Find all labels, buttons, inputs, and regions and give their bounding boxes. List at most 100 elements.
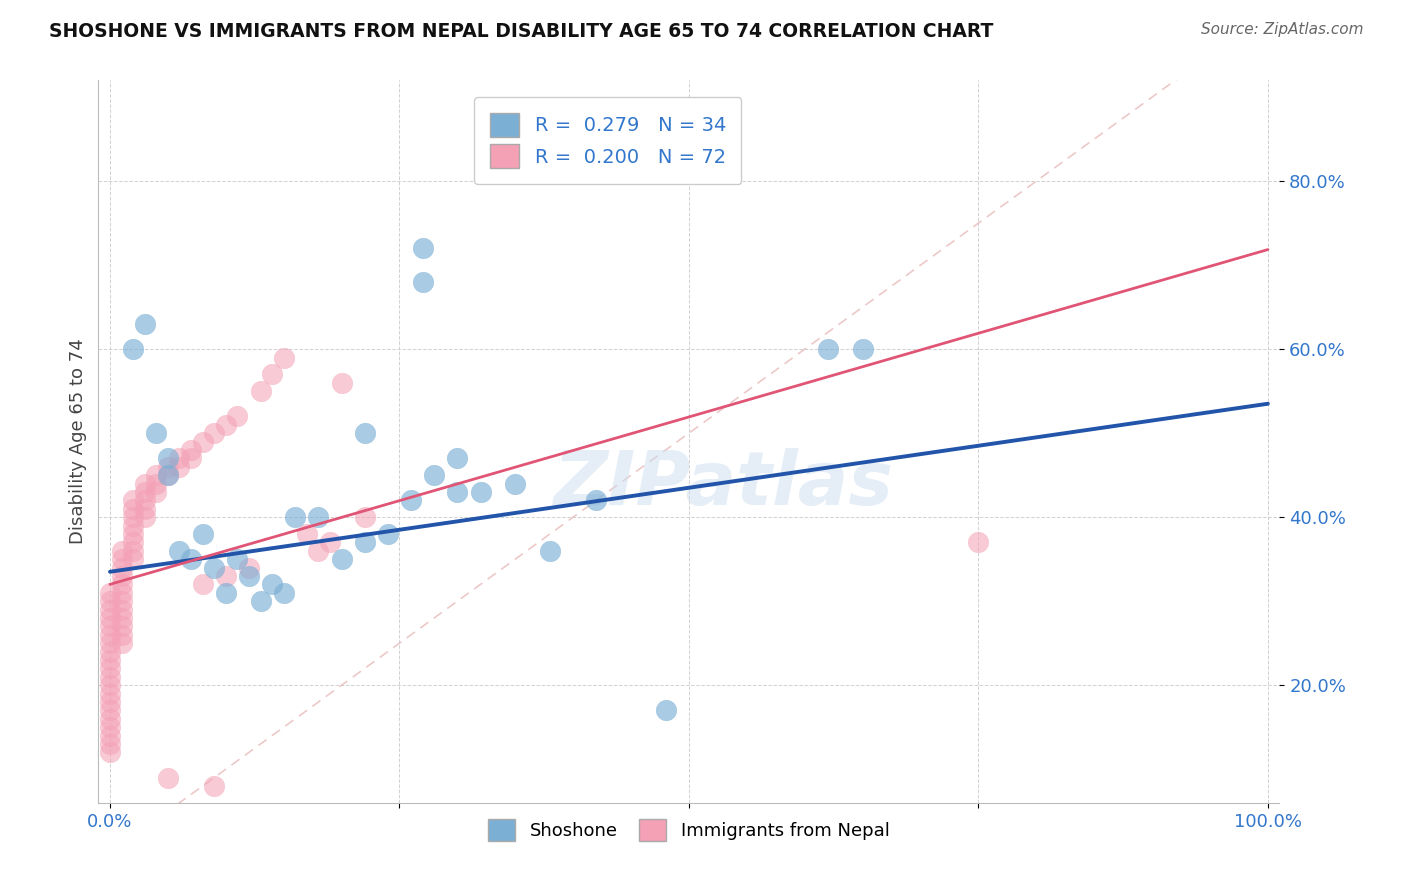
Point (122, 552, 145, 566)
Point (134, 485, 156, 500)
Point (98, 687, 121, 701)
Point (262, 368, 284, 382)
Point (262, 577, 284, 591)
Point (226, 409, 249, 424)
Point (169, 543, 191, 558)
Point (423, 468, 446, 483)
Point (156, 468, 179, 483)
Point (98, 611, 121, 625)
Point (98, 712, 121, 726)
Point (122, 527, 145, 541)
Text: Source: ZipAtlas.com: Source: ZipAtlas.com (1201, 22, 1364, 37)
Point (191, 577, 214, 591)
Point (273, 351, 295, 365)
Point (470, 485, 492, 500)
Point (110, 594, 132, 608)
Point (98, 628, 121, 642)
Point (585, 493, 607, 508)
Point (98, 678, 121, 692)
Point (145, 485, 167, 500)
Point (330, 552, 353, 566)
Point (98, 644, 121, 658)
Point (353, 535, 375, 549)
Point (98, 737, 121, 751)
Point (122, 510, 145, 524)
Point (134, 317, 156, 331)
Point (238, 560, 260, 574)
Point (98, 661, 121, 675)
Point (110, 560, 132, 574)
Point (98, 695, 121, 709)
Point (226, 552, 249, 566)
Point (169, 451, 191, 466)
Point (98, 670, 121, 684)
Point (412, 275, 434, 289)
Point (377, 527, 399, 541)
Point (122, 342, 145, 356)
Y-axis label: Disability Age 65 to 74: Disability Age 65 to 74 (69, 339, 87, 544)
Point (446, 451, 468, 466)
Point (191, 527, 214, 541)
Point (134, 510, 156, 524)
Point (98, 636, 121, 650)
Point (353, 510, 375, 524)
Point (215, 417, 238, 432)
Text: ZIPatlas: ZIPatlas (554, 449, 894, 522)
Point (110, 586, 132, 600)
Point (98, 703, 121, 717)
Point (98, 729, 121, 743)
Legend: Shoshone, Immigrants from Nepal: Shoshone, Immigrants from Nepal (481, 812, 897, 848)
Point (399, 493, 422, 508)
Point (169, 459, 191, 474)
Point (215, 586, 238, 600)
Point (98, 720, 121, 734)
Point (307, 543, 329, 558)
Point (202, 426, 225, 441)
Point (852, 342, 875, 356)
Point (655, 703, 678, 717)
Point (180, 442, 202, 457)
Point (273, 586, 295, 600)
Point (110, 611, 132, 625)
Point (98, 619, 121, 633)
Point (215, 569, 238, 583)
Text: SHOSHONE VS IMMIGRANTS FROM NEPAL DISABILITY AGE 65 TO 74 CORRELATION CHART: SHOSHONE VS IMMIGRANTS FROM NEPAL DISABI… (49, 22, 994, 41)
Point (134, 493, 156, 508)
Point (134, 501, 156, 516)
Point (98, 586, 121, 600)
Point (156, 771, 179, 785)
Point (446, 485, 468, 500)
Point (295, 527, 318, 541)
Point (817, 342, 839, 356)
Point (967, 535, 990, 549)
Point (134, 476, 156, 491)
Point (145, 468, 167, 483)
Point (156, 459, 179, 474)
Point (503, 476, 526, 491)
Point (122, 501, 145, 516)
Point (249, 384, 271, 398)
Point (145, 426, 167, 441)
Point (191, 434, 214, 449)
Point (110, 552, 132, 566)
Point (202, 779, 225, 793)
Point (110, 577, 132, 591)
Point (122, 518, 145, 533)
Point (110, 619, 132, 633)
Point (284, 510, 307, 524)
Point (122, 493, 145, 508)
Point (98, 653, 121, 667)
Point (538, 543, 561, 558)
Point (122, 535, 145, 549)
Point (110, 543, 132, 558)
Point (98, 602, 121, 616)
Point (110, 636, 132, 650)
Point (122, 543, 145, 558)
Point (110, 602, 132, 616)
Point (156, 451, 179, 466)
Point (238, 569, 260, 583)
Point (202, 560, 225, 574)
Point (110, 569, 132, 583)
Point (180, 451, 202, 466)
Point (353, 426, 375, 441)
